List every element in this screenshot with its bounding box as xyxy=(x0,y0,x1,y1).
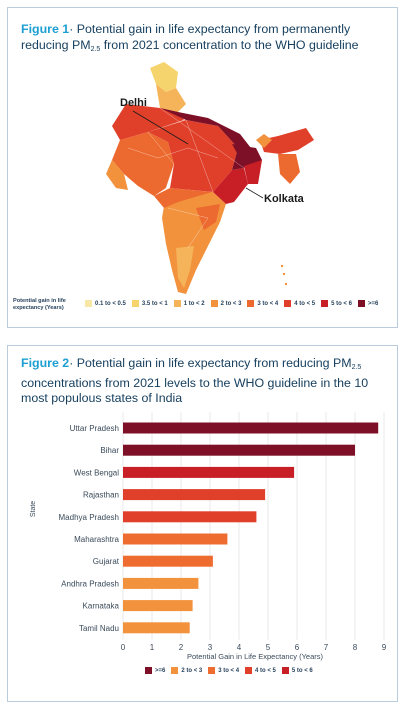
map-legend-items: 0.1 to < 0.5 3.5 to < 1 1 to < 2 2 to < 3 3 … xyxy=(85,300,378,307)
map-legend-swatch xyxy=(284,300,292,307)
map-legend-swatch xyxy=(173,300,181,307)
map-legend-swatch xyxy=(357,300,365,307)
chart-legend-swatch xyxy=(145,667,152,674)
bar xyxy=(123,577,199,589)
chart-y-axis-label: State xyxy=(30,501,37,517)
y-tick-label: Maharashtra xyxy=(74,535,119,544)
map-legend-swatch xyxy=(131,300,139,307)
map-legend-item: 3 to < 4 xyxy=(247,300,278,307)
chart-x-tick-labels: 0 1 2 3 4 5 6 7 8 9 xyxy=(121,643,387,652)
figure2-label: Figure 2 xyxy=(21,356,70,370)
bar xyxy=(123,533,228,545)
y-tick-label: West Bengal xyxy=(74,468,119,477)
x-tick-label: 7 xyxy=(324,643,329,652)
map-legend-label: 4 to < 5 xyxy=(294,300,316,307)
chart-legend: >=6 2 to < 3 3 to < 4 4 to < 5 5 to < 6 xyxy=(145,667,313,674)
chart-legend-label: 4 to < 5 xyxy=(255,667,276,674)
y-tick-label: Gujarat xyxy=(93,557,120,566)
chart-bars xyxy=(123,422,379,634)
map-legend-swatch xyxy=(321,300,329,307)
city-label-delhi: Delhi xyxy=(120,97,147,109)
india-map: Delhi Kolkata xyxy=(106,62,314,294)
bar xyxy=(123,444,355,456)
bar xyxy=(123,422,379,434)
map-legend-swatch xyxy=(85,300,92,307)
map-boundaries xyxy=(127,107,245,249)
map-legend-item: 0.1 to < 0.5 xyxy=(85,300,126,307)
chart-legend-label: 5 to < 6 xyxy=(291,667,313,674)
map-legend-title: Potential gain in life expectancy (Years… xyxy=(13,298,66,311)
map-legend-label: 5 to < 6 xyxy=(331,300,352,307)
x-tick-label: 5 xyxy=(266,643,271,652)
map-region-south xyxy=(162,192,226,294)
map-islands xyxy=(280,264,288,286)
chart-legend-item: 2 to < 3 xyxy=(171,667,202,674)
chart-legend-label: >=6 xyxy=(155,667,166,674)
map-legend-label: 3.5 to < 1 xyxy=(141,300,168,307)
map-legend: Potential gain in life expectancy (Years… xyxy=(13,298,396,314)
bar-chart: Uttar Pradesh Bihar West Bengal Rajasthan Ma… xyxy=(30,412,387,661)
map-legend-swatch xyxy=(210,300,218,307)
figure1-panel: Figure 1· Potential gain in life expecta… xyxy=(7,7,398,328)
map-region-central xyxy=(148,120,248,204)
bar xyxy=(123,489,266,501)
map-legend-label: >=6 xyxy=(367,300,379,307)
y-tick-label: Rajasthan xyxy=(83,491,119,500)
chart-legend-swatch xyxy=(171,667,179,674)
y-tick-label: Tamil Nadu xyxy=(79,624,119,633)
map-legend-item: >=6 xyxy=(357,300,379,307)
map-legend-item: 5 to < 6 xyxy=(321,300,352,307)
chart-legend-swatch xyxy=(208,667,216,674)
bar xyxy=(123,466,295,478)
chart-x-axis-label: Potential Gain in Life Expectancy (Years… xyxy=(187,652,324,661)
map-legend-label: 2 to < 3 xyxy=(220,300,242,307)
map-region-northeast xyxy=(256,128,314,184)
figure1-label: Figure 1 xyxy=(21,22,70,36)
x-tick-label: 3 xyxy=(208,643,213,652)
map-region-north xyxy=(112,62,262,184)
chart-legend-item: >=6 xyxy=(145,667,165,674)
x-tick-label: 4 xyxy=(237,643,242,652)
y-tick-label: Andhra Pradesh xyxy=(61,579,119,588)
x-tick-label: 0 xyxy=(121,643,126,652)
bar xyxy=(123,600,193,612)
map-legend-item: 1 to < 2 xyxy=(173,300,205,307)
chart-legend-item: 5 to < 6 xyxy=(281,667,313,674)
bar xyxy=(123,622,190,634)
chart-legend-swatch xyxy=(281,667,289,674)
kolkata-leader-line xyxy=(245,187,264,199)
y-tick-label: Madhya Pradesh xyxy=(59,513,119,522)
figure2-panel: Figure 2· Potential gain in life expecta… xyxy=(7,345,398,702)
map-legend-label: 1 to < 2 xyxy=(183,300,205,307)
bar xyxy=(123,511,257,523)
bar xyxy=(123,555,213,567)
map-legend-label: 3 to < 4 xyxy=(257,300,279,307)
y-tick-label: Karnataka xyxy=(83,602,120,611)
chart-legend-label: 3 to < 4 xyxy=(218,667,240,674)
chart-legend-label: 2 to < 3 xyxy=(181,667,203,674)
y-tick-label: Bihar xyxy=(100,446,119,455)
figure1-title: Figure 1· Potential gain in life expecta… xyxy=(21,22,359,53)
chart-legend-swatch xyxy=(245,667,253,674)
x-tick-label: 8 xyxy=(353,643,358,652)
map-legend-item: 2 to < 3 xyxy=(210,300,242,307)
map-legend-swatch xyxy=(247,300,255,307)
chart-legend-item: 3 to < 4 xyxy=(208,667,239,674)
map-legend-item: 3.5 to < 1 xyxy=(131,300,168,307)
chart-y-tick-labels: Uttar Pradesh Bihar West Bengal Rajasthan Ma… xyxy=(59,424,120,633)
figure2-title: Figure 2· Potential gain in life expecta… xyxy=(21,356,369,405)
map-legend-item: 4 to < 5 xyxy=(284,300,315,307)
chart-legend-item: 4 to < 5 xyxy=(245,667,276,674)
map-region-west xyxy=(106,132,212,208)
x-tick-label: 6 xyxy=(295,643,300,652)
delhi-leader-line xyxy=(132,110,189,145)
x-tick-label: 1 xyxy=(150,643,155,652)
map-legend-label: 0.1 to < 0.5 xyxy=(95,300,126,307)
x-tick-label: 2 xyxy=(179,643,184,652)
x-tick-label: 9 xyxy=(382,643,387,652)
city-label-kolkata: Kolkata xyxy=(264,193,305,205)
y-tick-label: Uttar Pradesh xyxy=(70,424,119,433)
